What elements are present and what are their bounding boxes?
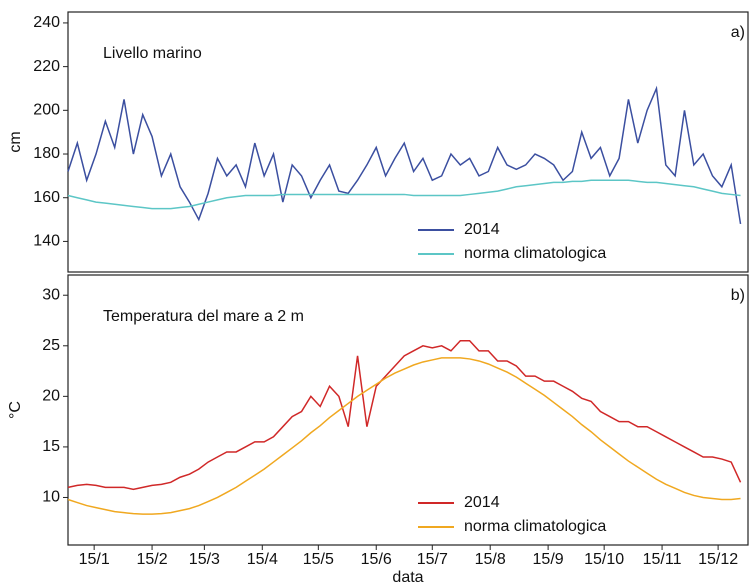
y-tick-label: 140 (33, 233, 60, 250)
y-tick-label: 20 (42, 388, 60, 405)
x-tick-label: 15/12 (698, 551, 738, 568)
x-tick-label: 15/10 (584, 551, 624, 568)
panel-title: Temperatura del mare a 2 m (103, 308, 304, 325)
x-tick-label: 15/6 (361, 551, 392, 568)
series-line (67, 339, 742, 491)
legend-label: 2014 (464, 221, 500, 238)
legend-label: 2014 (464, 494, 500, 511)
legend-label: norma climatologica (464, 245, 606, 262)
panel-title: Livello marino (103, 45, 202, 62)
x-tick-label: 15/4 (247, 551, 278, 568)
y-tick-label: 15 (42, 438, 60, 455)
x-tick-label: 15/8 (475, 551, 506, 568)
y-tick-label: 200 (33, 102, 60, 119)
series-line (67, 85, 742, 225)
x-tick-label: 15/11 (643, 551, 682, 568)
series-line (67, 179, 741, 210)
legend-label: norma climatologica (464, 518, 606, 535)
x-tick-label: 15/2 (136, 551, 167, 568)
y-tick-label: 30 (42, 286, 60, 303)
x-tick-label: 15/3 (189, 551, 220, 568)
x-tick-label: 15/1 (79, 551, 110, 568)
y-axis-label: cm (7, 131, 24, 152)
x-axis-label: data (392, 569, 423, 586)
y-tick-label: 180 (33, 145, 60, 162)
y-tick-label: 220 (33, 58, 60, 75)
y-tick-label: 240 (33, 14, 60, 31)
panel-frame (67, 274, 749, 546)
panel-label: b) (731, 287, 745, 304)
y-tick-label: 160 (33, 189, 60, 206)
x-tick-label: 15/7 (417, 551, 448, 568)
x-tick-label: 15/5 (303, 551, 334, 568)
y-tick-label: 10 (42, 489, 60, 506)
series-line (67, 357, 741, 515)
panel-label: a) (731, 24, 745, 41)
y-tick-label: 25 (42, 337, 60, 354)
x-tick-label: 15/9 (533, 551, 564, 568)
panel-frame (67, 11, 749, 273)
y-axis-label: °C (7, 401, 24, 419)
